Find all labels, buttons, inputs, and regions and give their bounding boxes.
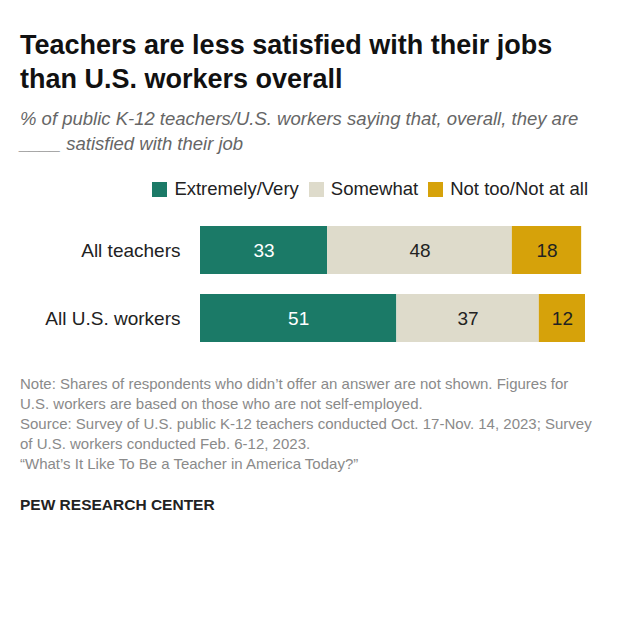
html-text:Note: Shares of respondents wh: Note: Shares of respondents who didn’t o…	[20, 375, 569, 412]
svg-text:All teachers: All teachers	[81, 240, 180, 261]
svg-text:18: 18	[536, 240, 557, 261]
html-text:Not too/Not at all: Not too/Not at all	[450, 178, 588, 199]
html-text:Somewhat: Somewhat	[330, 178, 419, 199]
html-text:% of public K-12 teachers/U.S.: % of public K-12 teachers/U.S. workers s…	[20, 108, 579, 154]
html-text:Source: Survey of U.S. public: Source: Survey of U.S. public K-12 teach…	[20, 415, 592, 452]
svg-text:33: 33	[253, 240, 274, 261]
svg-text:37: 37	[458, 308, 479, 329]
svg-text:12: 12	[552, 308, 573, 329]
html-text:“What’s It Like To Be a Teache: “What’s It Like To Be a Teacher in Ameri…	[20, 455, 359, 472]
svg-text:51: 51	[288, 308, 309, 329]
svg-text:All U.S. workers: All U.S. workers	[45, 308, 180, 329]
html-text:PEW RESEARCH CENTER: PEW RESEARCH CENTER	[20, 496, 215, 513]
svg-text:48: 48	[409, 240, 430, 261]
html-text:Extremely/Very: Extremely/Very	[174, 178, 299, 199]
html-text:Teachers are less satisfied wi: Teachers are less satisfied with their j…	[20, 30, 553, 94]
